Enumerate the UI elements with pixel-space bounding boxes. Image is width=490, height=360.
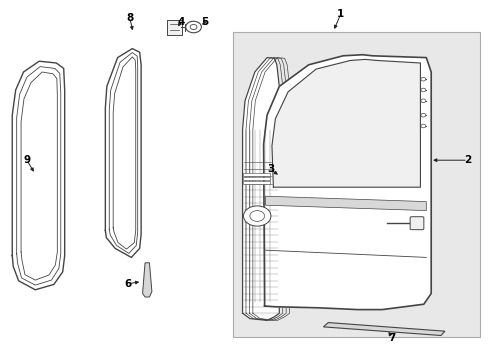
Polygon shape <box>266 196 426 211</box>
Bar <box>243 181 270 184</box>
Circle shape <box>250 211 265 221</box>
Text: 4: 4 <box>177 17 185 27</box>
Text: 6: 6 <box>125 279 132 289</box>
Bar <box>233 32 480 337</box>
Polygon shape <box>272 59 420 187</box>
Polygon shape <box>143 263 152 297</box>
Circle shape <box>190 24 197 30</box>
Circle shape <box>186 21 201 33</box>
FancyBboxPatch shape <box>410 217 424 230</box>
Text: 8: 8 <box>126 13 133 23</box>
Bar <box>243 177 270 180</box>
Text: 2: 2 <box>465 155 471 165</box>
Bar <box>243 173 270 176</box>
Polygon shape <box>105 49 141 257</box>
Text: 5: 5 <box>201 17 208 27</box>
Circle shape <box>421 88 426 92</box>
Circle shape <box>244 206 271 226</box>
Circle shape <box>421 77 426 81</box>
Text: 9: 9 <box>24 155 30 165</box>
Polygon shape <box>243 58 279 320</box>
Polygon shape <box>12 61 65 290</box>
Text: 1: 1 <box>337 9 344 19</box>
Text: 7: 7 <box>388 333 396 343</box>
Circle shape <box>421 113 426 117</box>
FancyBboxPatch shape <box>167 20 182 35</box>
Circle shape <box>421 99 426 103</box>
Polygon shape <box>323 323 445 336</box>
Circle shape <box>421 124 426 128</box>
Polygon shape <box>264 55 431 310</box>
Text: 3: 3 <box>267 164 274 174</box>
